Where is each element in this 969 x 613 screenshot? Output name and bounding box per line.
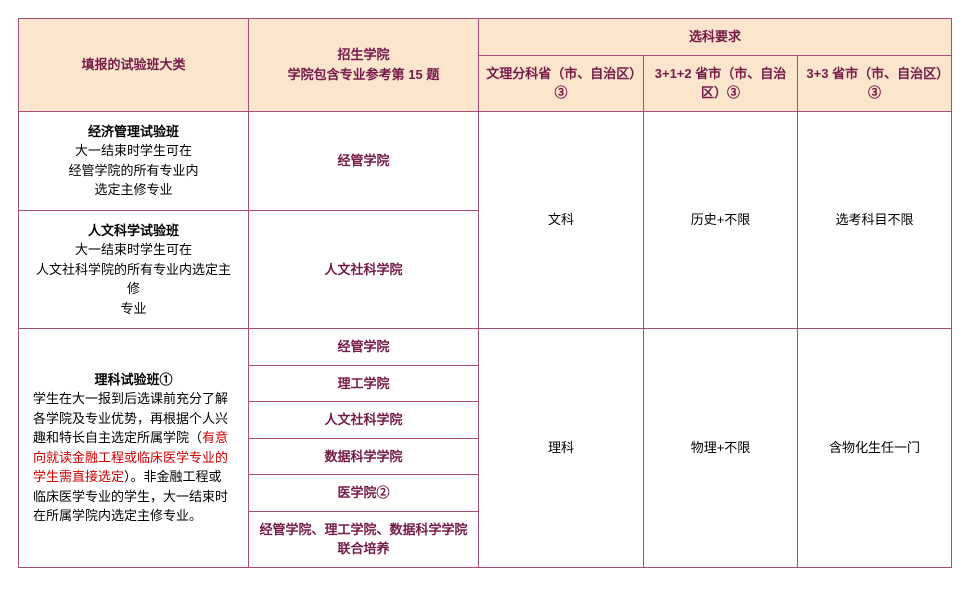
econ-desc-l1: 大一结束时学生可在 [75, 143, 192, 158]
hum-title: 人文科学试验班 [88, 223, 179, 238]
group1-req3: 选考科目不限 [798, 111, 952, 329]
header-college-l2: 学院包含专业参考第 15 题 [288, 67, 440, 82]
category-humanities: 人文科学试验班 大一结束时学生可在 人文社科学院的所有专业内选定主修 专业 [19, 210, 249, 329]
group1-req2: 历史+不限 [644, 111, 798, 329]
group2-req3: 含物化生任一门 [798, 329, 952, 568]
sci-college-1: 经管学院 [249, 329, 479, 366]
table-body: 经济管理试验班 大一结束时学生可在 经管学院的所有专业内 选定主修专业 经管学院… [19, 111, 952, 567]
sci-college-3: 人文社科学院 [249, 402, 479, 439]
hum-desc-l3: 专业 [120, 301, 146, 316]
sci-desc-p1: 学生在大一报到后选课前充分了解各学院及专业优势，再根据个人兴趣和特长自主选定所属… [33, 391, 228, 445]
header-sub3: 3+3 省市（市、自治区）③ [798, 55, 952, 111]
category-econ: 经济管理试验班 大一结束时学生可在 经管学院的所有专业内 选定主修专业 [19, 111, 249, 210]
header-sub1: 文理分科省（市、自治区）③ [479, 55, 644, 111]
econ-title: 经济管理试验班 [88, 124, 179, 139]
header-college: 招生学院 学院包含专业参考第 15 题 [249, 19, 479, 112]
table-header: 填报的试验班大类 招生学院 学院包含专业参考第 15 题 选科要求 文理分科省（… [19, 19, 952, 112]
table-row: 理科试验班① 学生在大一报到后选课前充分了解各学院及专业优势，再根据个人兴趣和特… [19, 329, 952, 366]
econ-desc-l3: 选定主修专业 [94, 182, 172, 197]
sci-college-4: 数据科学学院 [249, 438, 479, 475]
category-science: 理科试验班① 学生在大一报到后选课前充分了解各学院及专业优势，再根据个人兴趣和特… [19, 329, 249, 568]
group2-req2: 物理+不限 [644, 329, 798, 568]
header-college-l1: 招生学院 [337, 47, 389, 62]
header-category: 填报的试验班大类 [19, 19, 249, 112]
table-row: 经济管理试验班 大一结束时学生可在 经管学院的所有专业内 选定主修专业 经管学院… [19, 111, 952, 210]
group2-req1: 理科 [479, 329, 644, 568]
hum-desc-l1: 大一结束时学生可在 [75, 242, 192, 257]
group1-req1: 文科 [479, 111, 644, 329]
hum-college: 人文社科学院 [249, 210, 479, 329]
econ-desc-l2: 经管学院的所有专业内 [68, 163, 198, 178]
header-requirement-group: 选科要求 [479, 19, 952, 56]
hum-desc-l2: 人文社科学院的所有专业内选定主修 [36, 262, 231, 297]
sci-college-2: 理工学院 [249, 365, 479, 402]
sci-title: 理科试验班① [94, 372, 172, 387]
sci-college-5: 医学院② [249, 475, 479, 512]
header-sub2: 3+1+2 省市（市、自治区）③ [644, 55, 798, 111]
sci-college-6: 经管学院、理工学院、数据科学学院联合培养 [249, 511, 479, 567]
econ-college: 经管学院 [249, 111, 479, 210]
admission-table: 填报的试验班大类 招生学院 学院包含专业参考第 15 题 选科要求 文理分科省（… [18, 18, 952, 568]
